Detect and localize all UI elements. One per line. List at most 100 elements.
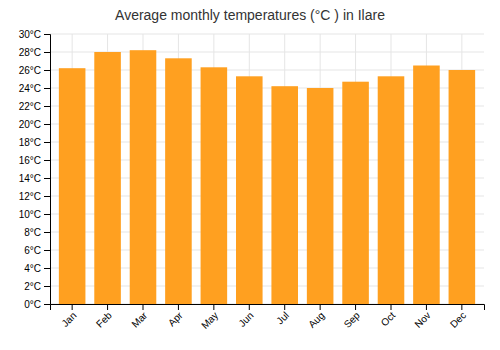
x-tick-label: Sep [342,309,363,330]
x-tick: Mar [129,304,149,330]
y-tick-label: 10°C [19,209,41,220]
bar [413,66,440,305]
y-tick-mark [44,52,50,53]
x-tick: Feb [94,304,114,330]
y-tick: 28°C [19,47,50,58]
plot-area: 0°C 2°C 4°C 6°C 8°C 10°C 12°C 14°C 16°C 18°C 20°C 2… [19,29,485,331]
y-tick-label: 0°C [24,299,41,310]
y-tick-mark [44,106,50,107]
y-tick: 24°C [19,83,50,94]
y-tick-mark [44,70,50,71]
x-tick-mark [391,304,392,310]
bar [307,88,334,304]
y-tick-label: 20°C [19,119,41,130]
x-tick-mark [178,304,179,310]
x-tick-label: Mar [129,309,149,329]
x-tick-mark [213,304,214,310]
y-tick: 16°C [19,155,50,166]
y-tick-mark [44,124,50,125]
y-tick-mark [44,268,50,269]
bars [59,50,475,304]
bar [271,86,298,304]
x-tick-label: May [199,310,220,331]
bar [130,50,157,304]
bar [201,67,228,304]
x-tick-mark [107,304,108,310]
y-tick-label: 26°C [19,65,41,76]
y-tick: 2°C [24,281,50,292]
y-tick-label: 2°C [24,281,41,292]
x-tick-label: Jul [274,310,291,327]
y-tick-label: 18°C [19,137,41,148]
y-tick: 0°C [24,299,50,310]
y-tick: 14°C [19,173,50,184]
x-tick-label: Nov [412,310,432,330]
x-tick: May [199,304,220,331]
x-tick-mark [72,304,73,310]
y-tick: 26°C [19,65,50,76]
y-tick: 18°C [19,137,50,148]
bar [236,76,263,304]
x-tick: Jul [274,304,291,326]
x-tick-label: Jun [236,310,255,329]
chart-container: Average monthly temperatures (°C ) in Il… [0,0,500,350]
x-tick-label: Apr [166,309,185,328]
y-tick: 30°C [19,29,50,40]
y-tick-label: 28°C [19,47,41,58]
x-axis-line [51,305,485,311]
y-tick-mark [44,34,50,35]
x-tick: Dec [448,304,468,330]
y-tick-label: 12°C [19,191,41,202]
bar [59,68,86,304]
chart-svg: Average monthly temperatures (°C ) in Il… [0,0,500,350]
y-tick-mark [44,142,50,143]
y-tick: 6°C [24,245,50,256]
x-tick-label: Oct [379,310,398,329]
x-tick-label: Feb [94,309,114,329]
y-tick-label: 14°C [19,173,41,184]
bar [165,58,192,304]
x-tick: Apr [166,304,185,328]
chart-title: Average monthly temperatures (°C ) in Il… [115,7,385,23]
y-tick-label: 6°C [24,245,41,256]
x-tick-mark [320,304,321,310]
bar [342,82,369,304]
x-tick-mark [461,304,462,310]
x-tick-mark [249,304,250,310]
bar [378,76,405,304]
x-tick-mark [426,304,427,310]
bar [94,52,121,304]
x-tick: Aug [306,304,326,330]
x-tick-label: Dec [448,310,468,330]
y-tick: 4°C [24,263,50,274]
y-tick-mark [44,304,50,305]
x-tick-mark [143,304,144,310]
x-tick: Oct [379,304,398,328]
y-tick-label: 8°C [24,227,41,238]
y-tick-mark [44,286,50,287]
x-axis: Jan Feb Mar Apr May Jun Jul Aug Sep Oct Nov Dec [51,304,485,331]
y-axis-line [44,35,51,305]
x-tick: Nov [412,304,432,330]
x-tick: Jun [236,304,255,329]
y-grid-line [50,34,484,35]
y-tick-mark [44,250,50,251]
y-tick-label: 30°C [19,29,41,40]
y-tick: 8°C [24,227,50,238]
bar [449,70,476,304]
y-tick-mark [44,88,50,89]
y-tick-label: 4°C [24,263,41,274]
y-tick: 12°C [19,191,50,202]
x-tick: Sep [342,304,363,330]
x-tick: Jan [59,304,78,329]
x-tick-label: Aug [306,310,326,330]
y-tick-mark [44,196,50,197]
x-tick-mark [355,304,356,310]
y-tick-mark [44,160,50,161]
y-tick: 22°C [19,101,50,112]
grid [50,34,484,304]
x-tick-mark [284,304,285,310]
y-tick-label: 22°C [19,101,41,112]
y-tick-mark [44,178,50,179]
y-tick-mark [44,232,50,233]
